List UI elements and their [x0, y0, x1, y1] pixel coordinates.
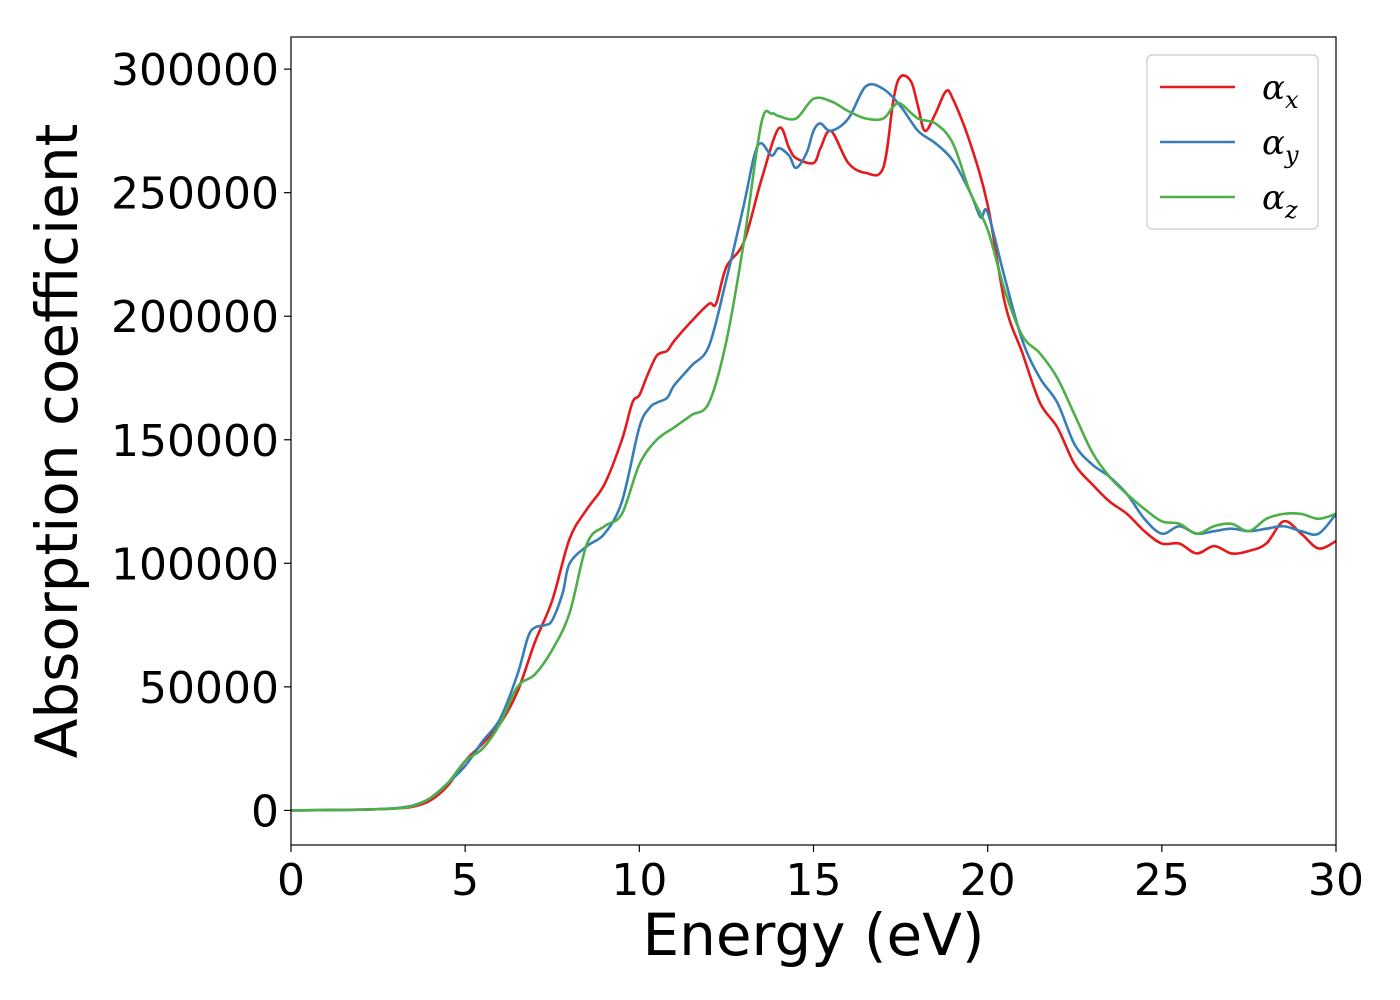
legend-label-x: αx	[1262, 68, 1299, 114]
x-tick-label: 10	[611, 855, 667, 906]
legend-label-y: αy	[1262, 123, 1299, 169]
y-tick-label: 100000	[111, 539, 279, 590]
y-tick-label: 300000	[111, 45, 279, 96]
y-tick-label: 250000	[111, 169, 279, 220]
x-axis-title: Energy (eV)	[642, 901, 984, 969]
x-tick-label: 0	[277, 855, 305, 906]
y-tick-label: 0	[251, 786, 279, 837]
y-tick-label: 150000	[111, 416, 279, 467]
y-axis-title: Absorption coefficient	[23, 124, 91, 759]
x-tick-label: 20	[960, 855, 1016, 906]
series-layer	[291, 74, 1336, 812]
x-tick-label: 5	[451, 855, 479, 906]
x-tick-label: 30	[1308, 855, 1364, 906]
series-line-y	[291, 82, 1336, 812]
x-tick-label: 25	[1134, 855, 1190, 906]
ticks-layer: 0 5 10 15 20 25 30 0 50000 100000 150000 200000 2500…	[111, 45, 1364, 906]
series-line-z	[291, 96, 1336, 812]
legend: αx αy αz	[1146, 54, 1319, 230]
y-tick-label: 200000	[111, 292, 279, 343]
y-tick-label: 50000	[139, 663, 279, 714]
legend-label-z: αz	[1262, 178, 1298, 224]
x-tick-label: 15	[786, 855, 842, 906]
